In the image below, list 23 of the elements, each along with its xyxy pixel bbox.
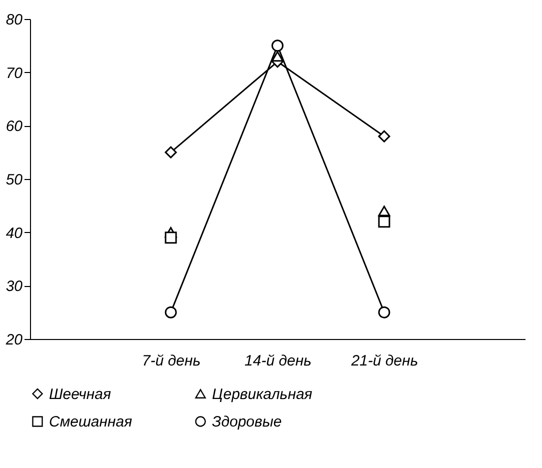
point [164, 232, 177, 244]
legend-label: Здоровые [212, 414, 282, 430]
y-tick-label: 60 [6, 118, 24, 136]
y-tick-label: 30 [6, 278, 24, 296]
legend-label: Цервикальная [212, 386, 312, 403]
point [164, 306, 177, 318]
legend-label: Смешанная [49, 414, 132, 430]
point [378, 130, 390, 142]
point [272, 40, 284, 52]
x-tick-label: 14-й день [244, 352, 312, 370]
legend-label: Шеечная [49, 386, 112, 403]
y-tick-label: 40 [6, 224, 24, 242]
point [378, 306, 390, 318]
y-tick-label: 20 [4, 332, 24, 348]
x-tick-label: 21-й день [350, 352, 418, 370]
point [164, 146, 177, 158]
y-tick-label: 50 [6, 172, 24, 188]
point [378, 216, 390, 228]
x-tick-label: 7-й день [142, 352, 201, 370]
point [272, 51, 284, 62]
point [378, 206, 390, 216]
y-tick-label: 80 [6, 12, 24, 28]
y-tick-label: 70 [6, 64, 24, 82]
